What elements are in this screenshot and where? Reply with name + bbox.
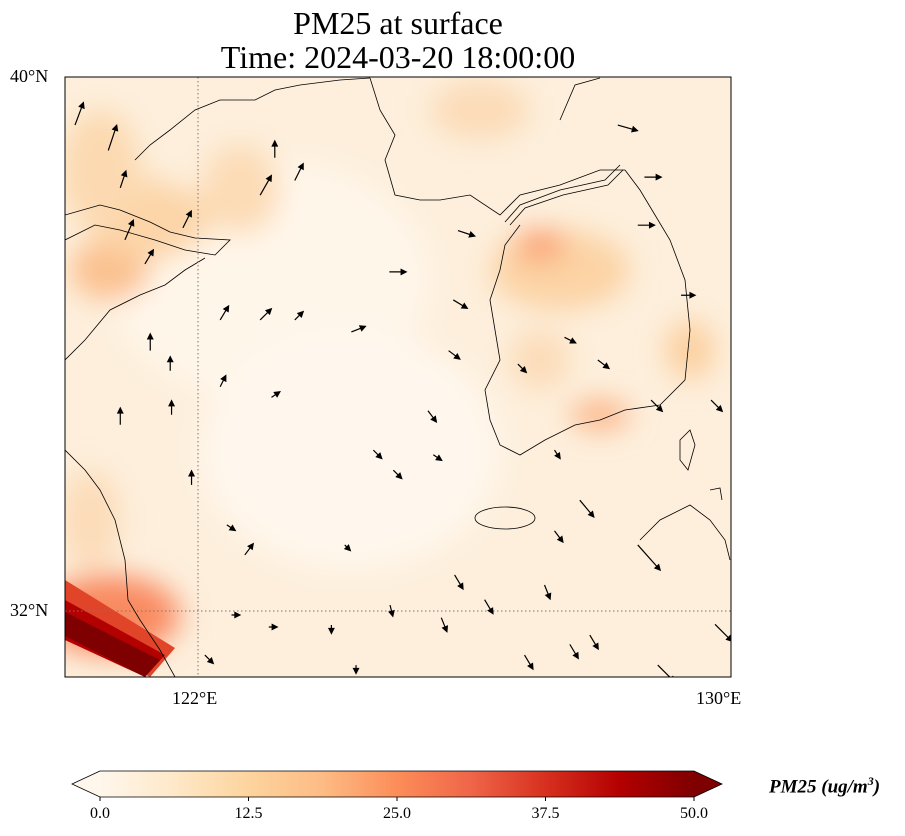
wind-arrow (188, 469, 196, 485)
wind-arrow (294, 162, 304, 181)
wind-arrow (119, 169, 128, 188)
wind-arrow (579, 499, 595, 519)
wind-arrow (259, 307, 273, 321)
wind-arrow (543, 584, 552, 601)
colorbar-title: PM25 (ug/m3) (769, 774, 880, 798)
wind-arrow (74, 101, 85, 126)
wind-arrow (327, 625, 335, 635)
wind-arrow (271, 139, 279, 158)
wind-arrow (388, 604, 395, 618)
lat-tick-label-40: 40°N (10, 66, 49, 86)
wind-arrow (343, 544, 352, 552)
wind-arrow (116, 406, 124, 425)
colorbar-tick-label: 25.0 (383, 805, 411, 822)
wind-arrow (554, 449, 561, 460)
wind-arrow (107, 123, 119, 151)
wind-arrow (352, 665, 360, 675)
wind-arrow (597, 359, 611, 370)
colorbar-extend-min (72, 771, 100, 797)
wind-arrow (432, 454, 443, 462)
wind-arrow (524, 654, 534, 671)
wind-arrow (294, 310, 305, 321)
wind-arrow (166, 355, 174, 371)
wind-arrow (517, 363, 528, 374)
lon-tick-label-122: 122°E (172, 688, 218, 708)
wind-arrow (554, 530, 564, 544)
colorbar-title-sup: 3 (867, 774, 874, 788)
wind-arrow (268, 623, 279, 631)
wind-arrow (569, 644, 579, 660)
plot-title-line2: Time: 2024-03-20 18:00:00 (220, 39, 576, 75)
wind-arrow (452, 299, 469, 310)
wind-arrow (226, 524, 237, 532)
wind-vectors (74, 101, 731, 677)
wind-arrow (650, 399, 664, 413)
wind-arrow (146, 332, 154, 351)
pm25-field (65, 77, 731, 677)
wind-arrow (644, 173, 663, 181)
wind-arrow (144, 248, 155, 265)
colorbar-title-text: PM25 (ug/m (769, 776, 868, 798)
wind-arrow (204, 654, 215, 665)
colorbar-extend-max (694, 771, 722, 797)
colorbar-title-close: ) (873, 776, 881, 798)
wind-arrow (182, 209, 192, 229)
colorbar-tick-label: 12.5 (234, 805, 263, 822)
wind-arrow (259, 174, 273, 196)
wind-arrow (219, 374, 227, 387)
wind-arrow (637, 221, 656, 229)
wind-arrow (351, 325, 367, 333)
colorbar-tick-label: 37.5 (531, 805, 560, 822)
wind-arrow (617, 124, 639, 133)
wind-arrow (168, 399, 176, 415)
wind-arrow (681, 291, 697, 299)
wind-arrow (244, 542, 255, 556)
wind-arrow (457, 229, 477, 238)
wind-arrow (427, 410, 438, 424)
wind-arrow (564, 336, 577, 344)
wind-arrow (372, 449, 383, 460)
wind-arrow (454, 574, 464, 591)
wind-arrow (637, 544, 662, 572)
gridlines (65, 77, 731, 677)
wind-arrow (392, 469, 403, 480)
colorbar-gradient (100, 771, 694, 797)
colorbar (71, 770, 723, 801)
wind-arrow (657, 664, 674, 677)
colorbar-tick-label: 0.0 (90, 805, 110, 822)
wind-arrow (389, 268, 408, 276)
wind-arrow (219, 304, 230, 321)
wind-arrow (271, 391, 281, 398)
lon-tick-label-130: 130°E (696, 688, 742, 708)
wind-arrow (124, 219, 135, 241)
wind-arrow (484, 599, 494, 615)
wind-arrow (710, 399, 724, 413)
plot-title-line1: PM25 at surface (293, 5, 503, 41)
lat-tick-label-32: 32°N (10, 600, 49, 620)
wind-arrow (231, 611, 242, 619)
wind-arrow (448, 350, 461, 360)
wind-arrow (589, 634, 599, 651)
map-frame (64, 76, 732, 678)
wind-arrow (440, 617, 449, 633)
colorbar-tick-label: 50.0 (680, 805, 708, 822)
coastlines (65, 77, 731, 677)
